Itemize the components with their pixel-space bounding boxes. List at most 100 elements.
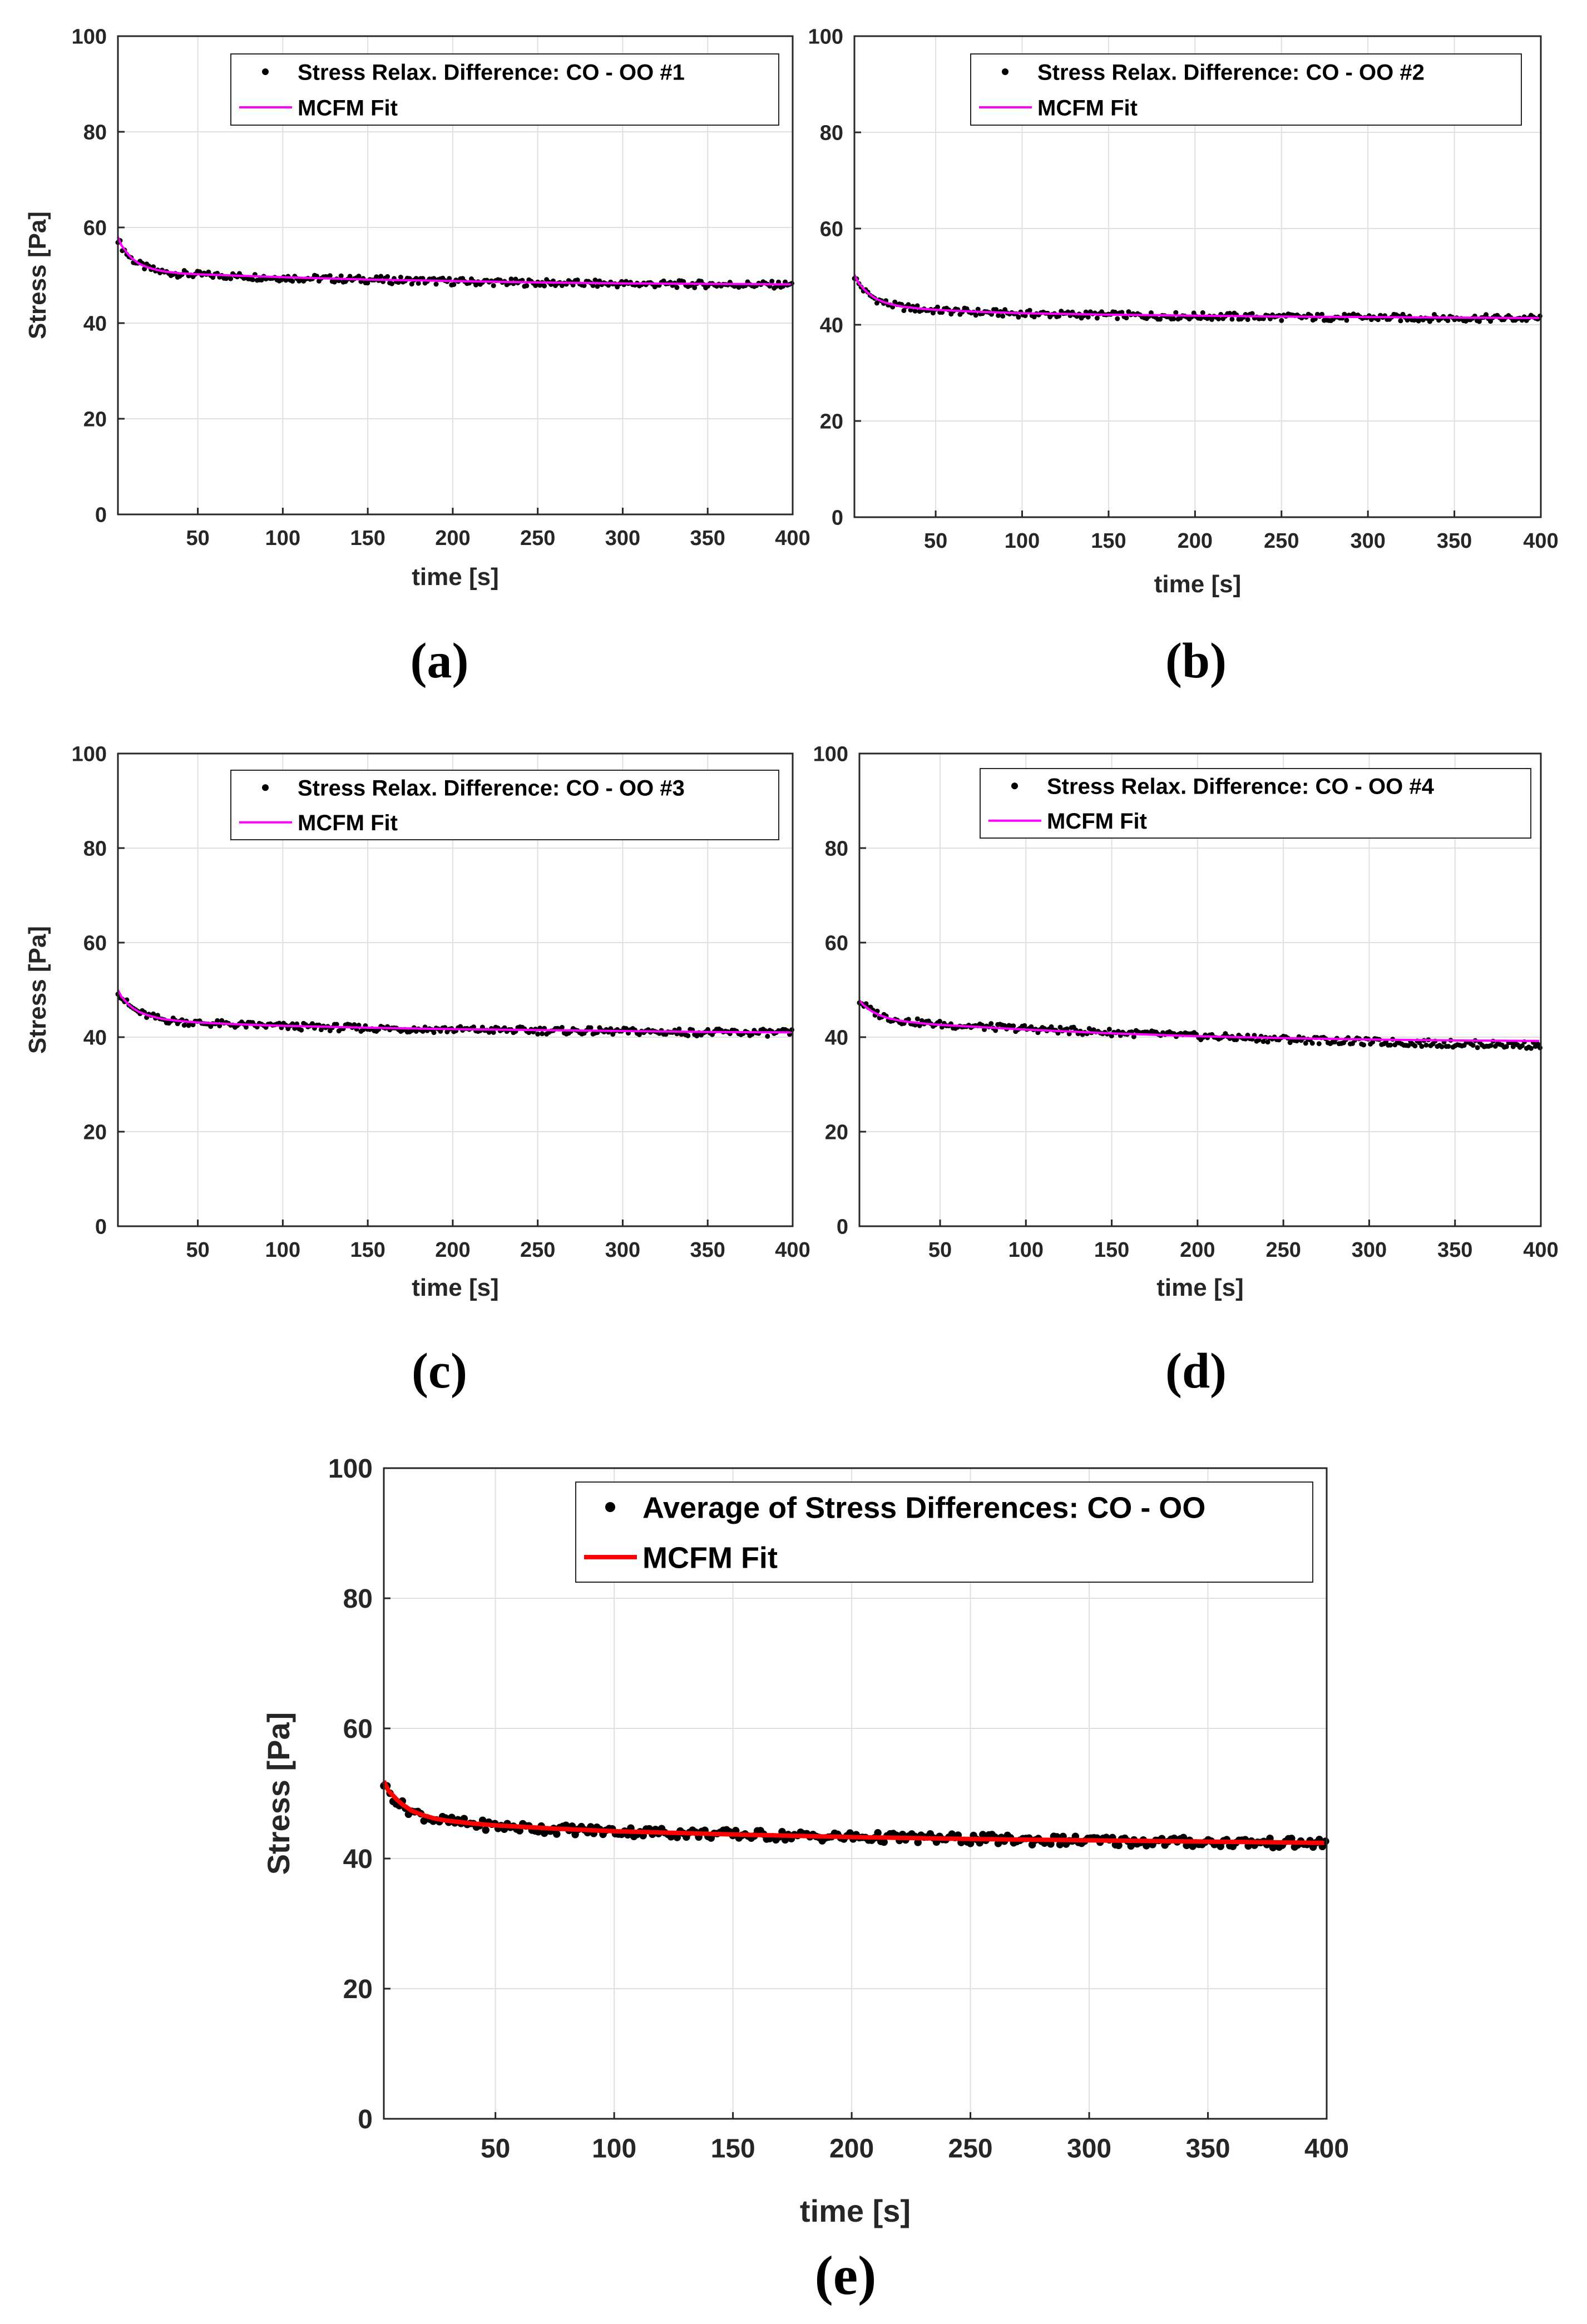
x-tick-label: 150 xyxy=(350,1238,385,1262)
data-point xyxy=(1439,1044,1445,1049)
data-point xyxy=(259,278,264,283)
data-point xyxy=(513,276,518,282)
data-point xyxy=(1234,1037,1239,1042)
data-point xyxy=(988,1021,994,1027)
data-point xyxy=(1504,1044,1509,1049)
data-point xyxy=(1406,1043,1411,1048)
y-tick-label: 40 xyxy=(820,314,843,337)
data-point xyxy=(1216,316,1222,321)
data-point xyxy=(1319,311,1324,317)
x-tick-label: 100 xyxy=(1008,1238,1044,1262)
data-point xyxy=(1309,1040,1315,1046)
y-axis-label: Stress [Pa] xyxy=(24,926,51,1054)
data-point xyxy=(1124,315,1129,321)
data-point xyxy=(508,276,514,282)
axes-box xyxy=(383,1467,1328,2120)
legend-entry: MCFM Fit xyxy=(298,96,398,120)
chart-panel-c: 50 100 150 200 250 300 350 400 0 20 40 60 80 100 time … xyxy=(24,742,810,1399)
data-point xyxy=(491,283,496,289)
data-point xyxy=(1332,1039,1337,1045)
panel-label: (d) xyxy=(1165,1344,1227,1399)
x-tick-label: 300 xyxy=(605,1238,640,1262)
data-point xyxy=(385,274,390,279)
data-point xyxy=(674,285,680,290)
y-tick-label: 0 xyxy=(837,1215,848,1238)
data-point xyxy=(588,1025,594,1030)
data-point xyxy=(930,310,936,316)
data-point xyxy=(327,273,333,279)
y-tick-label: 100 xyxy=(72,742,107,766)
data-point xyxy=(1528,1045,1534,1051)
data-point xyxy=(1361,1042,1367,1048)
data-point xyxy=(973,313,978,318)
data-point xyxy=(993,1028,998,1033)
x-tick-label: 150 xyxy=(350,527,385,550)
data-point xyxy=(1484,312,1489,318)
x-tick-label: 350 xyxy=(1437,1238,1472,1262)
legend-entry: Average of Stress Differences: CO - OO xyxy=(642,1491,1205,1524)
y-tick-label: 20 xyxy=(820,410,843,433)
data-point xyxy=(1388,1042,1393,1048)
data-point xyxy=(914,1016,920,1022)
data-point xyxy=(559,1025,565,1030)
x-tick-label: 100 xyxy=(265,527,300,550)
x-tick-label: 50 xyxy=(928,1238,952,1262)
data-point xyxy=(1419,1044,1425,1049)
data-point xyxy=(447,276,452,281)
legend-entry: Stress Relax. Difference: CO - OO #4 xyxy=(1047,775,1435,799)
data-point xyxy=(880,1838,888,1846)
data-point xyxy=(1294,1038,1299,1044)
data-point xyxy=(1265,1039,1270,1045)
fit-line xyxy=(382,1780,1324,1845)
fit-line xyxy=(853,274,1539,319)
data-point xyxy=(1011,1023,1016,1029)
data-point xyxy=(1016,314,1021,320)
y-tick-label: 0 xyxy=(95,503,107,527)
data-point xyxy=(1446,1044,1451,1049)
data-point xyxy=(1405,318,1410,323)
chart-panel-d: 50 100 150 200 250 300 350 400 0 20 40 60 80 100 time … xyxy=(813,742,1559,1399)
data-point xyxy=(1064,1026,1070,1032)
data-point xyxy=(901,308,907,313)
data-point xyxy=(310,1021,315,1027)
x-tick-label: 150 xyxy=(1091,529,1126,553)
y-tick-label: 80 xyxy=(343,1584,373,1614)
data-point xyxy=(917,1023,922,1028)
data-point xyxy=(374,274,379,280)
chart-panel-b: 50 100 150 200 250 300 350 400 0 20 40 60 80 100 time … xyxy=(808,25,1559,688)
y-tick-label: 20 xyxy=(83,1121,107,1144)
data-point xyxy=(352,1022,357,1028)
data-point xyxy=(575,278,580,283)
data-point xyxy=(1085,314,1091,320)
data-point xyxy=(1476,319,1482,324)
y-tick-label: 60 xyxy=(83,931,107,955)
data-point xyxy=(290,279,295,284)
legend-entry: MCFM Fit xyxy=(298,811,398,835)
legend-box xyxy=(230,53,779,126)
axes-box xyxy=(858,752,1542,1227)
y-tick-label: 40 xyxy=(343,1845,373,1874)
data-point xyxy=(676,1026,682,1032)
y-tick-label: 40 xyxy=(83,1026,107,1049)
data-point xyxy=(215,1018,220,1023)
data-point xyxy=(966,1840,975,1847)
x-tick-label: 150 xyxy=(1094,1238,1129,1262)
x-tick-label: 200 xyxy=(435,527,470,550)
x-tick-label: 100 xyxy=(1005,529,1040,553)
panel-label: (a) xyxy=(411,633,469,688)
y-tick-label: 100 xyxy=(328,1454,373,1484)
data-point xyxy=(1119,310,1125,315)
data-point xyxy=(975,306,981,312)
x-tick-label: 400 xyxy=(1304,2134,1349,2164)
legend-box xyxy=(970,53,1522,126)
axes-box xyxy=(853,35,1542,518)
x-tick-label: 400 xyxy=(775,1238,810,1262)
legend-entry: MCFM Fit xyxy=(1047,809,1147,834)
y-tick-label: 60 xyxy=(825,931,848,955)
data-point xyxy=(1131,1034,1136,1039)
y-tick-label: 0 xyxy=(95,1215,107,1238)
data-point xyxy=(181,1023,187,1028)
legend-box xyxy=(980,768,1531,839)
data-point xyxy=(416,280,421,286)
